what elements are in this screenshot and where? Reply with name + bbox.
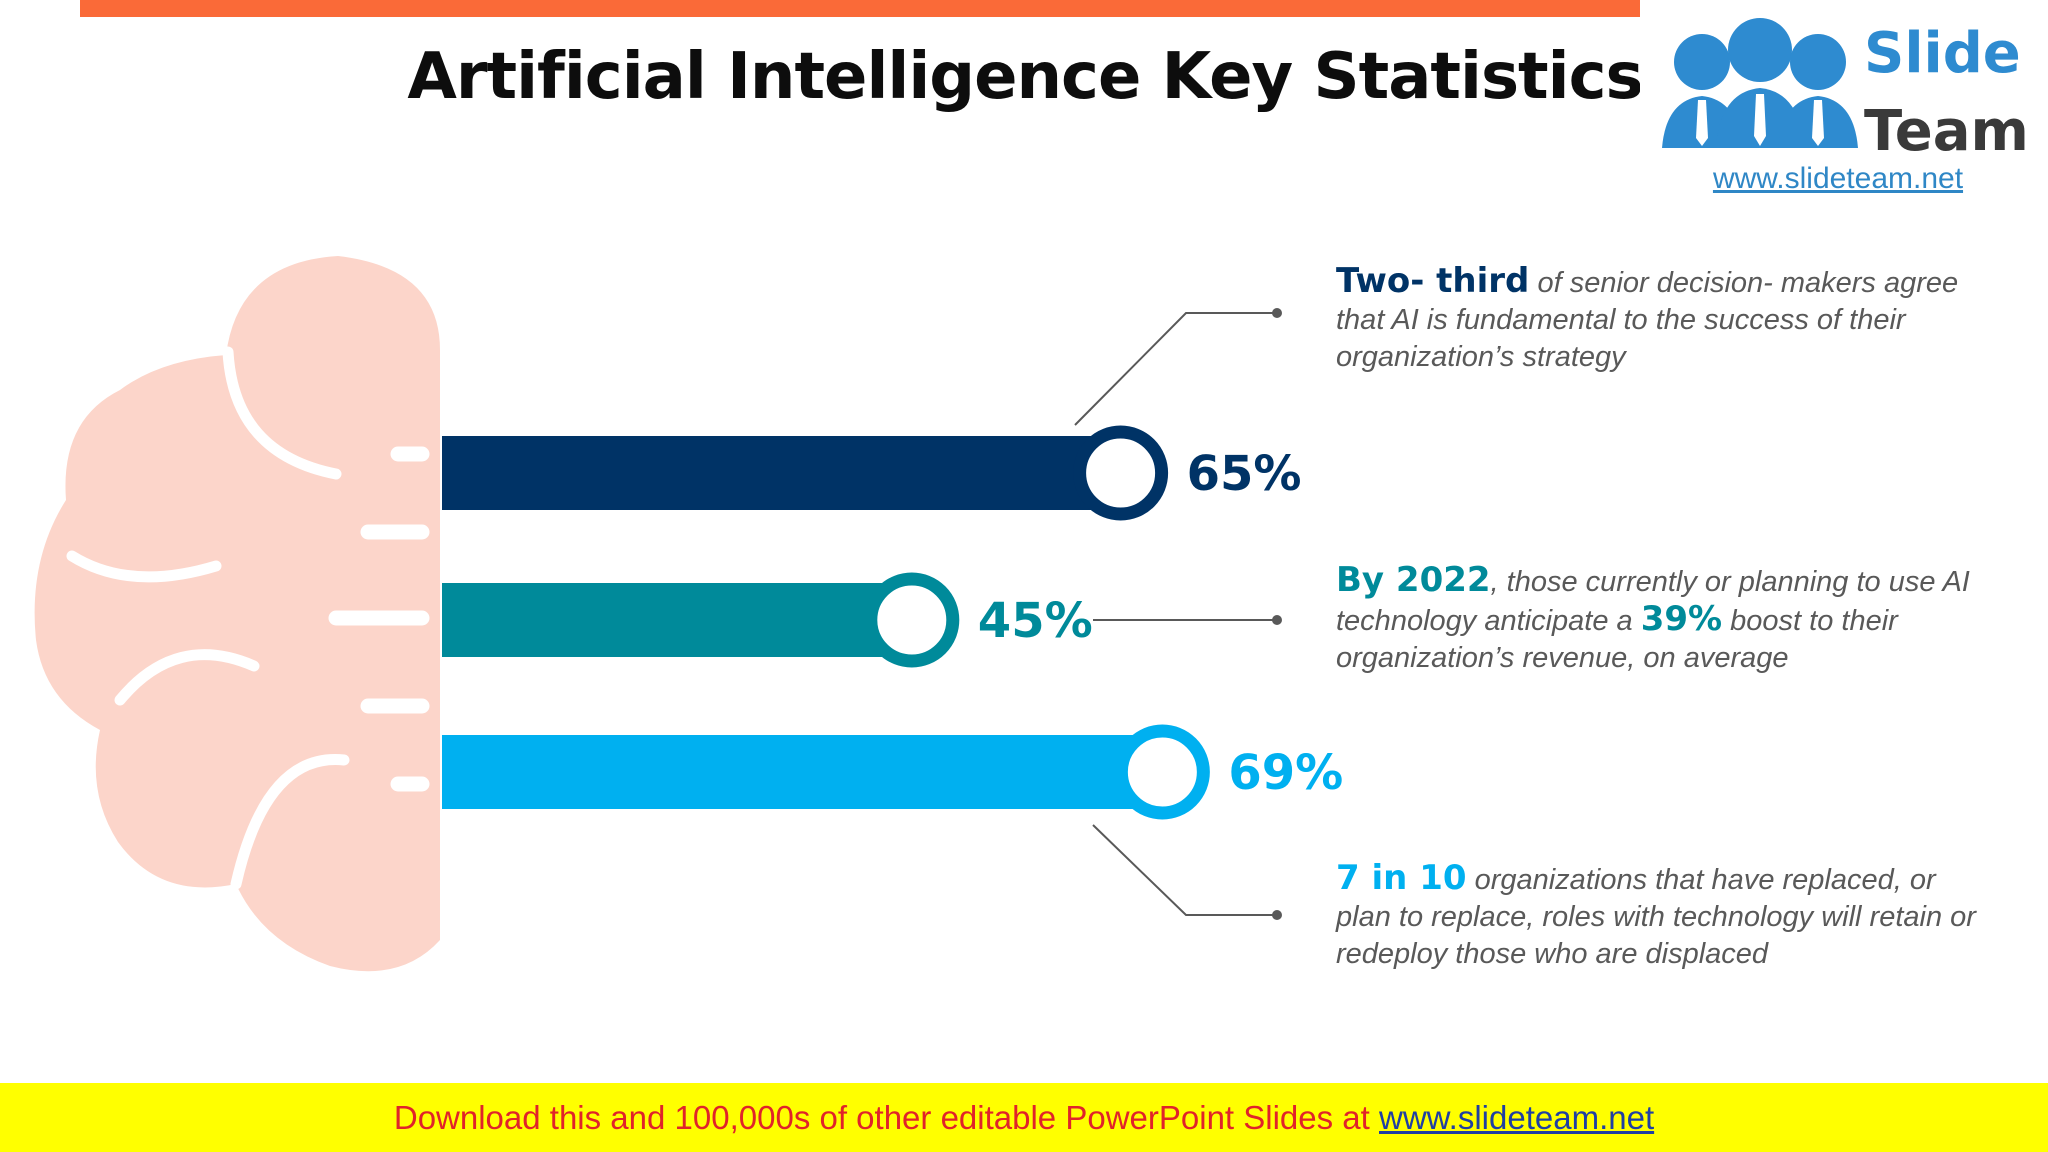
bar-series bbox=[442, 425, 1210, 820]
bar-value-label-3: 69% bbox=[1228, 745, 1343, 801]
bar-value-label-2: 45% bbox=[978, 593, 1093, 649]
stat-text-3: 7 in 10 organizations that have replaced… bbox=[1336, 860, 1996, 973]
footer-link[interactable]: www.slideteam.net bbox=[1379, 1099, 1655, 1136]
connector-dot-1 bbox=[1272, 308, 1282, 318]
stat-highlight-2b: 39% bbox=[1640, 599, 1723, 639]
connector-lines bbox=[1074, 308, 1282, 920]
stat-body-1: of senior decision- makers agree that AI… bbox=[1336, 267, 1959, 373]
logo-word-slide: Slide bbox=[1864, 21, 2021, 86]
stat-body-2a: , those currently or planning to use AI … bbox=[1336, 566, 1970, 637]
stat-text-2: By 2022, those currently or planning to … bbox=[1336, 562, 1996, 677]
page-title: Artificial Intelligence Key Statistics bbox=[407, 40, 1643, 114]
logo-url-link[interactable]: www.slideteam.net bbox=[1712, 162, 1964, 195]
bar-value-label-1: 65% bbox=[1187, 446, 1302, 502]
bar-2 bbox=[442, 583, 912, 657]
bar-3 bbox=[442, 735, 1163, 809]
bar-end-ring-2 bbox=[864, 572, 960, 668]
footer-banner: Download this and 100,000s of other edit… bbox=[0, 1083, 2048, 1152]
stat-highlight-1: Two- third bbox=[1336, 261, 1530, 301]
logo-people-icon: Slide Team bbox=[1662, 18, 2029, 164]
connector-dot-3 bbox=[1272, 910, 1282, 920]
footer-text: Download this and 100,000s of other edit… bbox=[0, 1099, 2048, 1137]
stat-body-2b: boost to their organization’s revenue, o… bbox=[1336, 605, 1898, 674]
bar-1 bbox=[442, 436, 1121, 510]
top-accent-bar bbox=[80, 0, 1640, 17]
bar-end-ring-1 bbox=[1073, 425, 1169, 521]
bar-value-labels: 65% 45% 69% bbox=[978, 446, 1343, 801]
stat-text-1: Two- third of senior decision- makers ag… bbox=[1336, 263, 1996, 376]
logo-word-team: Team bbox=[1864, 99, 2029, 160]
stat-body-3: organizations that have replaced, or pla… bbox=[1336, 864, 1976, 970]
connector-line-3 bbox=[1092, 824, 1277, 916]
slideteam-logo[interactable]: Slide Team www.slideteam.net bbox=[1640, 0, 2036, 196]
stat-highlight-2: By 2022 bbox=[1336, 560, 1491, 600]
footer-message: Download this and 100,000s of other edit… bbox=[393, 1099, 1379, 1136]
connector-line-1 bbox=[1074, 312, 1277, 426]
connector-dot-2 bbox=[1272, 615, 1282, 625]
brain-icon bbox=[34, 256, 440, 972]
bar-end-ring-3 bbox=[1114, 724, 1210, 820]
stat-highlight-3: 7 in 10 bbox=[1336, 858, 1467, 898]
